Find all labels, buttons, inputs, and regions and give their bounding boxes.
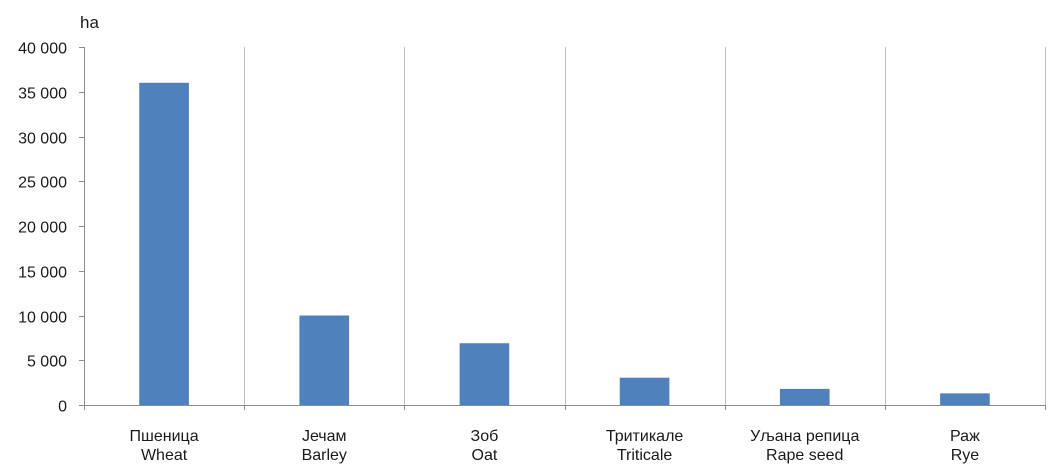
y-tick-label: 35 000 (18, 86, 67, 103)
x-tick-label-serbian: Уљана репица (750, 428, 859, 445)
x-tick-label-serbian: Пшеница (130, 428, 199, 445)
bar-oat (459, 343, 510, 405)
y-tick-label: 20 000 (18, 220, 67, 237)
x-tick-label-english: Wheat (141, 447, 188, 464)
labels-layer: Пшеница Wheat Јечам Barley Зоб Oat Тритикале Tr… (130, 428, 981, 464)
y-tick-label: 10 000 (18, 310, 67, 327)
y-tick-label: 25 000 (18, 175, 67, 192)
y-tick-label: 30 000 (18, 131, 67, 148)
bar-rye (940, 393, 990, 405)
bar-wheat (139, 82, 189, 406)
axis-layer: 0 5 000 10 000 15 000 20 000 25 000 30 000 35 0… (18, 41, 1046, 416)
bars-layer (139, 82, 990, 406)
y-tick-label: 40 000 (18, 41, 67, 58)
x-tick-label-english: Rye (951, 447, 980, 464)
x-tick-label-serbian: Тритикале (606, 428, 684, 445)
x-tick-label-serbian: Раж (950, 428, 980, 445)
bar-rape-seed (779, 388, 830, 405)
x-tick-label-english: Barley (302, 447, 347, 464)
x-tick-label-serbian: Зоб (471, 428, 499, 445)
grid-layer (244, 47, 1046, 405)
x-tick-label-english: Triticale (617, 447, 673, 464)
y-tick-label: 5 000 (27, 354, 67, 371)
bar-barley (299, 315, 350, 405)
y-tick-label: 15 000 (18, 265, 67, 282)
x-tick-label-english: Rape seed (766, 447, 843, 464)
y-tick-label: 0 (58, 399, 67, 416)
x-tick-label-english: Oat (472, 447, 498, 464)
y-axis-unit-label: ha (80, 13, 99, 32)
bar-triticale (619, 377, 670, 405)
x-tick-label-serbian: Јечам (302, 428, 347, 445)
